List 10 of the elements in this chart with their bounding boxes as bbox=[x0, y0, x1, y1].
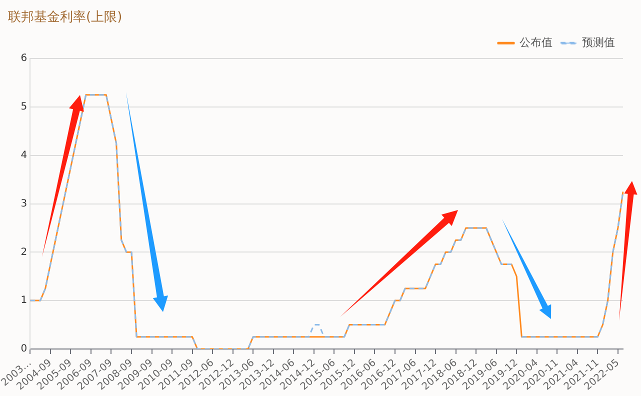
legend-label: 公布值 bbox=[520, 36, 552, 49]
y-tick-label: 0 bbox=[20, 344, 28, 355]
chart-title: 联邦基金利率(上限) bbox=[8, 9, 122, 26]
y-tick-label: 1 bbox=[20, 295, 28, 306]
y-tick-label: 6 bbox=[20, 53, 28, 64]
y-tick-label: 3 bbox=[20, 198, 28, 210]
y-tick-label: 5 bbox=[20, 102, 28, 113]
y-tick-label: 4 bbox=[20, 150, 28, 161]
legend-label: 预测值 bbox=[582, 36, 615, 49]
y-tick-label: 2 bbox=[20, 246, 28, 258]
